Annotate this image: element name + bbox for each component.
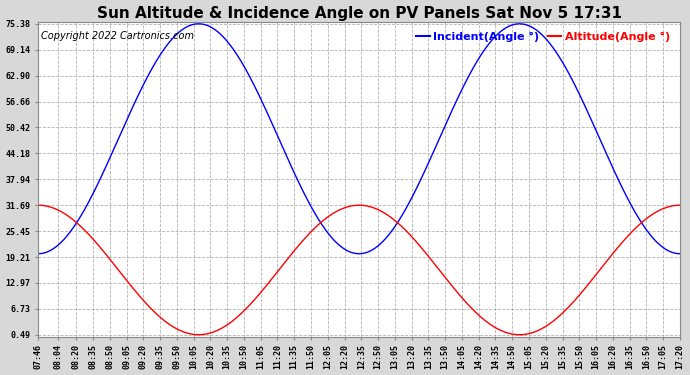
Legend: Incident(Angle °), Altitude(Angle °): Incident(Angle °), Altitude(Angle °) [412,27,674,46]
Title: Sun Altitude & Incidence Angle on PV Panels Sat Nov 5 17:31: Sun Altitude & Incidence Angle on PV Pan… [97,6,622,21]
Text: Copyright 2022 Cartronics.com: Copyright 2022 Cartronics.com [41,31,195,41]
